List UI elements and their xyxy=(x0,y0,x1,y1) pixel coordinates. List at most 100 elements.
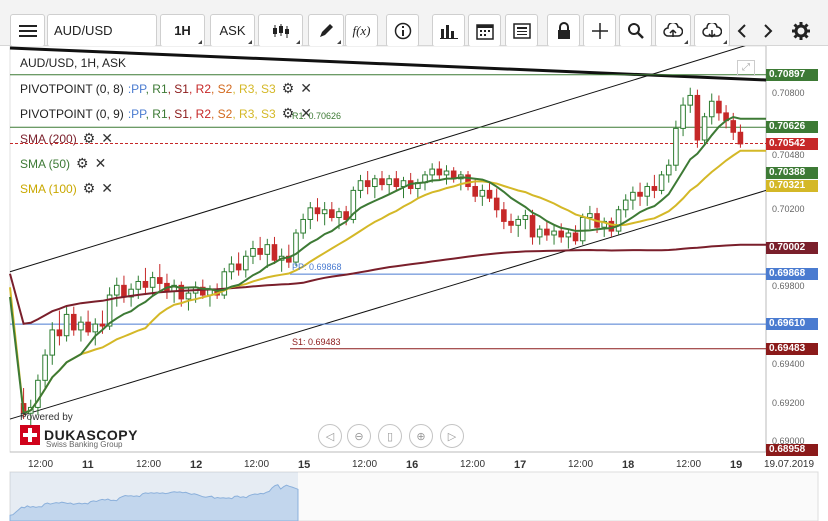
magnifier-icon xyxy=(627,22,644,39)
scroll-left-button[interactable] xyxy=(730,14,754,47)
pan-right-button[interactable]: ▷ xyxy=(440,424,464,448)
candle-body xyxy=(501,209,507,222)
gear-icon[interactable]: ⚙ xyxy=(76,155,89,171)
candle-body xyxy=(730,120,737,133)
news-button[interactable] xyxy=(505,14,538,47)
candle-body xyxy=(228,263,235,273)
indicators-button[interactable]: f(x) xyxy=(345,14,378,47)
time-tick-label: 12:00 xyxy=(676,459,702,470)
close-icon[interactable]: ✕ xyxy=(94,155,107,171)
r1-annotation: R1: 0.70626 xyxy=(292,111,342,121)
legend-sma200[interactable]: SMA (200) ⚙ ✕ xyxy=(20,130,113,147)
pp-level: :PP xyxy=(127,106,146,121)
zoom-button[interactable] xyxy=(619,14,652,47)
triangle-right-icon: ▷ xyxy=(447,430,457,443)
timeframe-select[interactable]: 1H xyxy=(160,14,205,47)
candle-body xyxy=(615,209,622,232)
volume-button[interactable] xyxy=(432,14,465,47)
candle-body xyxy=(716,100,722,114)
legend-sma100[interactable]: SMA (100) ⚙ ✕ xyxy=(20,180,113,197)
price-tick-label: 0.69800 xyxy=(772,281,805,292)
pp-annotation: PP: 0.69868 xyxy=(292,262,342,272)
legend-pivot-1[interactable]: PIVOTPOINT (0, 8) :PP, R1, S1, R2, S2, R… xyxy=(20,80,312,97)
draw-button[interactable] xyxy=(308,14,344,47)
candle-body xyxy=(35,379,41,408)
upload-button[interactable] xyxy=(655,14,691,47)
price-tick-label: 0.69000 xyxy=(772,436,805,447)
candle-body xyxy=(680,104,686,129)
time-tick-label: 19.07.2019 xyxy=(764,459,815,470)
close-icon[interactable]: ✕ xyxy=(101,130,113,146)
instrument-select[interactable]: AUD/USD xyxy=(47,14,157,47)
crosshair-icon xyxy=(591,22,608,39)
gear-icon[interactable]: ⚙ xyxy=(281,80,295,96)
menu-button[interactable] xyxy=(10,14,45,47)
time-tick-label: 12:00 xyxy=(28,459,54,470)
sma200-line xyxy=(9,243,766,325)
reset-icon: ▯ xyxy=(386,430,394,443)
price-tick-label: 0.69200 xyxy=(772,397,805,408)
candle-body xyxy=(465,174,471,188)
candle-body xyxy=(608,220,615,232)
time-tick-label: 12:00 xyxy=(244,459,270,470)
scroll-right-button[interactable] xyxy=(756,14,780,47)
candle-body xyxy=(558,230,565,238)
gear-icon[interactable]: ⚙ xyxy=(281,105,295,121)
candle-body xyxy=(199,286,206,296)
candle-body xyxy=(386,178,392,186)
reset-button[interactable]: ▯ xyxy=(378,424,402,448)
candle-body xyxy=(493,197,500,211)
dukascopy-logo: DUKASCOPY xyxy=(20,425,138,445)
legend-pivot-2[interactable]: PIVOTPOINT (0, 9) :PP, R1, S1, R2, S2, R… xyxy=(20,105,312,122)
candle-body xyxy=(250,248,256,257)
candle-body xyxy=(300,218,306,234)
price-label: 0.70002 xyxy=(766,242,818,255)
info-button[interactable] xyxy=(386,14,419,47)
close-icon[interactable]: ✕ xyxy=(300,105,313,121)
chart-toolbar: AUD/USD 1H ASK f(x) xyxy=(0,0,828,47)
zoom-in-button[interactable]: ⊕ xyxy=(409,424,433,448)
gear-icon[interactable]: ⚙ xyxy=(82,180,96,196)
candle-body xyxy=(314,207,321,215)
download-button[interactable] xyxy=(694,14,730,47)
dropdown-corner-icon xyxy=(248,40,252,44)
chevron-left-icon xyxy=(737,23,746,38)
price-label: 0.69610 xyxy=(766,318,818,331)
candle-body xyxy=(78,321,84,331)
channel-lower-line xyxy=(9,189,767,420)
zoom-out-button[interactable]: ⊖ xyxy=(347,424,371,448)
pan-left-button[interactable]: ◁ xyxy=(318,424,342,448)
legend-sma50[interactable]: SMA (50) ⚙ ✕ xyxy=(20,155,106,172)
price-tick-label: 0.69400 xyxy=(772,358,805,369)
gear-icon[interactable]: ⚙ xyxy=(82,130,96,146)
news-icon xyxy=(512,22,531,39)
chart-title-text: AUD/USD, 1H, ASK xyxy=(20,56,127,70)
calendar-button[interactable] xyxy=(468,14,501,47)
settings-button[interactable] xyxy=(786,14,816,47)
candle-body xyxy=(336,211,342,219)
candle-body xyxy=(436,168,443,176)
crosshair-button[interactable] xyxy=(583,14,616,47)
chart-type-button[interactable] xyxy=(258,14,303,47)
candle-body xyxy=(128,288,134,298)
expand-icon[interactable]: ⤢ xyxy=(737,60,755,76)
r3-level: , R3 xyxy=(232,81,255,96)
candle-body xyxy=(329,209,335,219)
bar-chart-icon xyxy=(439,24,458,39)
swiss-cross-icon xyxy=(20,425,40,445)
s1-level: , S1 xyxy=(167,106,189,121)
price-label: 0.69483 xyxy=(766,342,818,355)
sma100-label: SMA (100) xyxy=(20,181,77,196)
side-select[interactable]: ASK xyxy=(210,14,255,47)
price-chart[interactable] xyxy=(0,46,828,521)
close-icon[interactable]: ✕ xyxy=(300,80,313,96)
calendar-icon xyxy=(475,23,494,40)
pivot-2-label: PIVOTPOINT (0, 9) xyxy=(20,106,124,121)
lock-button[interactable] xyxy=(547,14,580,47)
candle-body xyxy=(271,244,278,261)
candle-body xyxy=(92,323,99,333)
candle-body xyxy=(429,168,435,176)
close-icon[interactable]: ✕ xyxy=(101,180,113,196)
zoom-in-icon: ⊕ xyxy=(416,430,426,443)
cloud-download-icon xyxy=(702,22,722,38)
